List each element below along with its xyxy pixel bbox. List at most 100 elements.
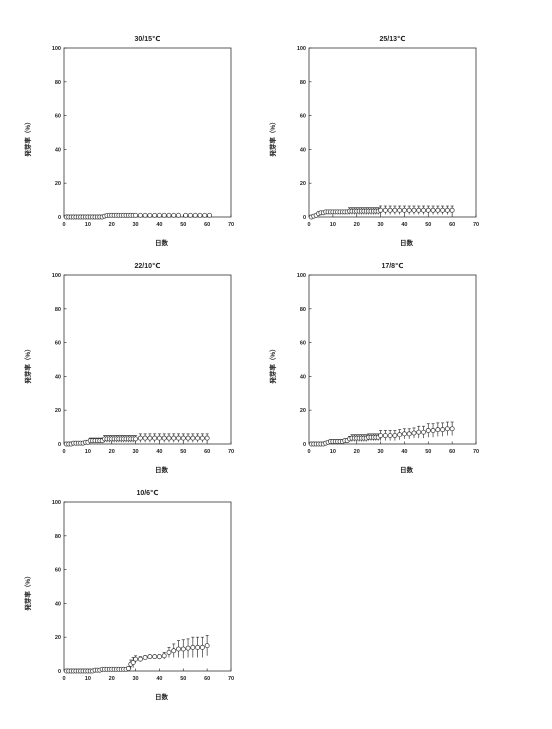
data-point bbox=[197, 212, 203, 218]
y-tick-label: 20 bbox=[55, 635, 61, 641]
data-point bbox=[187, 212, 193, 218]
data-point bbox=[406, 207, 412, 213]
y-tick-label: 20 bbox=[300, 408, 306, 414]
x-tick-label: 10 bbox=[85, 676, 91, 682]
chart-title: 17/8℃ bbox=[381, 262, 403, 270]
x-tick-label: 10 bbox=[330, 449, 336, 455]
data-point bbox=[378, 207, 384, 213]
data-point bbox=[180, 646, 186, 652]
plot-frame bbox=[63, 501, 232, 672]
data-point bbox=[444, 426, 450, 432]
x-tick-label: 0 bbox=[307, 449, 310, 455]
y-tick-label: 80 bbox=[55, 534, 61, 540]
x-tick-label: 40 bbox=[401, 449, 407, 455]
data-point bbox=[142, 655, 148, 660]
x-tick-label: 70 bbox=[228, 676, 234, 682]
chart-panel: 25/13℃ 0 10 20 30 40 50 60 70 0 20 40 60 80 100 日数 発芽率（%… bbox=[268, 35, 479, 247]
data-point bbox=[142, 435, 148, 441]
x-tick-label: 30 bbox=[133, 222, 139, 228]
x-tick-label: 10 bbox=[330, 222, 336, 228]
chart-title: 25/13℃ bbox=[380, 35, 406, 43]
data-point bbox=[421, 429, 426, 435]
data-point bbox=[161, 435, 167, 441]
data-point bbox=[142, 212, 148, 218]
data-point bbox=[152, 435, 158, 441]
data-point bbox=[166, 212, 172, 218]
chart-title: 22/10℃ bbox=[135, 262, 161, 270]
y-axis-label: 発芽率（%） bbox=[268, 118, 277, 157]
data-point bbox=[397, 207, 403, 213]
x-tick-label: 50 bbox=[180, 222, 186, 228]
x-tick-label: 0 bbox=[62, 676, 65, 682]
data-point bbox=[199, 435, 205, 441]
x-tick-label: 50 bbox=[425, 449, 431, 455]
x-tick-label: 70 bbox=[473, 449, 479, 455]
y-tick-label: 60 bbox=[300, 341, 306, 347]
x-tick-label: 40 bbox=[156, 449, 162, 455]
x-tick-label: 50 bbox=[180, 676, 186, 682]
x-tick-label: 30 bbox=[378, 222, 384, 228]
plot-frame bbox=[308, 47, 477, 218]
data-point bbox=[425, 207, 431, 213]
x-tick-label: 70 bbox=[228, 449, 234, 455]
x-tick-label: 50 bbox=[425, 222, 431, 228]
x-tick-label: 60 bbox=[204, 676, 210, 682]
data-point bbox=[397, 432, 403, 438]
data-point bbox=[435, 427, 441, 433]
data-point bbox=[435, 207, 441, 213]
data-point bbox=[392, 207, 398, 213]
y-tick-label: 80 bbox=[300, 307, 306, 313]
data-point bbox=[202, 212, 208, 218]
data-point bbox=[176, 212, 181, 218]
data-point bbox=[421, 207, 426, 213]
data-point bbox=[137, 212, 143, 218]
x-tick-label: 20 bbox=[354, 449, 360, 455]
y-axis-label: 発芽率（%） bbox=[268, 345, 277, 384]
data-point bbox=[199, 644, 205, 650]
data-point bbox=[180, 435, 186, 441]
y-tick-label: 60 bbox=[55, 114, 61, 120]
data-point bbox=[152, 654, 158, 660]
y-tick-label: 60 bbox=[300, 114, 306, 120]
x-tick-label: 70 bbox=[473, 222, 479, 228]
y-tick-label: 60 bbox=[55, 341, 61, 347]
y-tick-label: 0 bbox=[303, 215, 306, 221]
data-point bbox=[195, 644, 201, 650]
data-point bbox=[406, 431, 412, 437]
plot-frame bbox=[308, 274, 477, 445]
data-point bbox=[137, 656, 143, 662]
x-tick-label: 50 bbox=[180, 449, 186, 455]
data-point bbox=[125, 666, 131, 671]
data-point bbox=[176, 435, 181, 441]
y-tick-label: 80 bbox=[55, 80, 61, 86]
x-tick-label: 20 bbox=[354, 222, 360, 228]
y-axis-label: 発芽率（%） bbox=[23, 345, 32, 384]
data-point bbox=[378, 433, 384, 438]
data-point bbox=[401, 431, 407, 437]
x-tick-label: 40 bbox=[156, 676, 162, 682]
data-point bbox=[411, 430, 417, 436]
x-tick-label: 0 bbox=[307, 222, 310, 228]
data-point bbox=[133, 212, 139, 218]
data-point bbox=[156, 435, 162, 441]
data-point bbox=[147, 654, 153, 660]
x-axis-label: 日数 bbox=[155, 692, 169, 701]
data-point bbox=[147, 212, 153, 218]
data-point bbox=[207, 212, 212, 218]
plot-frame bbox=[63, 47, 232, 218]
x-axis-label: 日数 bbox=[155, 465, 169, 474]
x-tick-label: 10 bbox=[85, 449, 91, 455]
data-point bbox=[444, 207, 450, 213]
data-point bbox=[161, 653, 167, 659]
x-tick-label: 30 bbox=[133, 449, 139, 455]
chart-panel: 30/15℃ 0 10 20 30 40 50 60 70 0 20 40 60 80 100 日数 発芽率（%… bbox=[23, 35, 234, 247]
y-tick-label: 100 bbox=[297, 46, 306, 52]
data-point bbox=[430, 207, 436, 213]
y-tick-label: 40 bbox=[55, 147, 61, 153]
chart-panel: 17/8℃ 0 10 20 30 40 50 60 70 0 20 40 60 80 100 日数 発芽率（%） bbox=[268, 262, 479, 474]
x-tick-label: 20 bbox=[109, 449, 115, 455]
data-point bbox=[133, 656, 139, 662]
y-tick-label: 40 bbox=[300, 147, 306, 153]
y-tick-label: 20 bbox=[55, 181, 61, 187]
data-point bbox=[411, 207, 417, 213]
